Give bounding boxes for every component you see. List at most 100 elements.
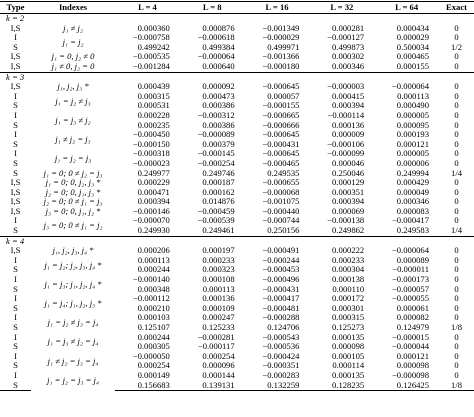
value-cell: 0.000323 xyxy=(202,264,235,275)
column-header: L = 32 xyxy=(309,1,375,14)
value-cell: −0.000453 xyxy=(262,264,300,275)
value-cell: 0.000193 xyxy=(396,129,430,140)
indexes-cell: j₁ = j₂; j₂, j₃, j₄ * xyxy=(44,259,102,270)
value-cell: 0.000229 xyxy=(137,177,170,188)
value-cell: −0.000758 xyxy=(132,32,170,43)
value-cell: 0.249461 xyxy=(202,225,235,236)
exact-cell: 0 xyxy=(454,177,459,188)
value-cell: −0.000057 xyxy=(391,283,430,294)
exact-cell: 0 xyxy=(454,302,459,313)
exact-cell: 1/2 xyxy=(451,41,462,52)
value-cell: 0.000155 xyxy=(396,60,430,71)
value-cell: 0.000138 xyxy=(332,274,365,285)
data-row: I,S j₂ = 0; 0, j₁, j₃ * 0.000471 0.000162 −0… xyxy=(0,186,474,198)
value-cell: 0.125233 xyxy=(202,322,235,332)
value-cell: 0.000197 xyxy=(202,245,235,256)
type-cell: I,S xyxy=(10,177,21,188)
section-row: k = 2 xyxy=(0,13,474,24)
value-cell: −0.001284 xyxy=(132,60,170,71)
exact-cell: 0 xyxy=(454,186,459,197)
exact-cell: 0 xyxy=(454,312,459,323)
value-cell: −0.000655 xyxy=(262,177,300,188)
value-cell: 0.249994 xyxy=(396,167,430,178)
value-cell: −0.000543 xyxy=(262,331,300,342)
data-row: S 0.249930 0.249461 0.250156 0.249862 0.24958… xyxy=(0,225,474,236)
value-cell: 0.128235 xyxy=(309,380,375,392)
section-row: k = 3 xyxy=(0,71,474,83)
exact-cell: 0 xyxy=(454,215,459,226)
indexes-cell: j₁ = j₄; j₁, j₂, j₃ * xyxy=(44,298,102,309)
value-cell: −0.000465 xyxy=(262,157,300,168)
section-row: k = 4 xyxy=(0,235,474,247)
value-cell: 0.000465 xyxy=(396,51,430,62)
value-cell: 0.000439 xyxy=(137,81,170,92)
value-cell: −0.000535 xyxy=(132,51,170,62)
type-cell: S xyxy=(13,119,18,130)
value-cell: −0.000138 xyxy=(327,215,365,226)
indexes-cell: j₁ = j₂ = j₃ xyxy=(54,153,92,164)
value-cell: 0.000247 xyxy=(202,312,235,323)
value-cell: −0.000244 xyxy=(262,254,300,265)
value-cell: 0.000110 xyxy=(332,283,365,294)
value-cell: −0.000064 xyxy=(197,51,235,62)
data-row: I,S j₃ = 0; 0, j₁, j₂ * −0.000146 −0.000459… xyxy=(0,205,474,217)
value-cell: 0.249862 xyxy=(332,225,365,236)
type-cell: I,S xyxy=(10,186,21,197)
value-cell: 0.000046 xyxy=(332,157,365,168)
data-row: I,S j₁ ≠ j₂ 0.000360 0.000876 −0.001349 0.000… xyxy=(0,22,474,34)
type-cell: S xyxy=(0,380,32,392)
column-header: Type xyxy=(0,1,32,14)
value-cell: −0.000665 xyxy=(262,109,300,120)
value-cell: −0.001075 xyxy=(262,196,300,207)
value-cell: 0.499873 xyxy=(332,41,365,52)
value-cell: 0.000434 xyxy=(396,22,430,33)
value-cell: 0.000144 xyxy=(202,369,235,380)
type-cell: I,S xyxy=(10,81,21,92)
value-cell: 0.000346 xyxy=(396,196,430,207)
type-cell: I xyxy=(14,274,17,285)
value-cell: −0.000089 xyxy=(197,129,235,140)
value-cell: −0.000536 xyxy=(262,341,300,352)
type-cell: I xyxy=(14,350,17,361)
indexes-cell: j₁ ≠ j₂ = j₃ xyxy=(55,133,91,144)
indexes-cell: j₁ = j₂ ≠ j₃ xyxy=(55,95,91,106)
value-cell: 0.125107 xyxy=(137,322,170,332)
value-cell: −0.000281 xyxy=(197,331,235,342)
indexes-cell: j₁ = 0; 0 ≠ j₂ = j₃ xyxy=(43,167,103,178)
value-cell: −0.000150 xyxy=(132,138,170,149)
value-cell: 0.000315 xyxy=(137,90,170,101)
value-cell: 0.000394 xyxy=(137,196,170,207)
value-cell: 0.000379 xyxy=(202,138,235,149)
value-cell: −0.000050 xyxy=(132,350,170,361)
value-cell: 0.000006 xyxy=(396,157,430,168)
value-cell: 0.000415 xyxy=(332,90,365,101)
value-cell: 0.499242 xyxy=(137,41,170,52)
exact-cell: 0 xyxy=(454,205,459,216)
value-cell: 0.000301 xyxy=(332,302,365,313)
value-cell: 0.000135 xyxy=(332,331,365,342)
type-cell: S xyxy=(13,225,18,236)
exact-cell: 1/8 xyxy=(451,322,462,332)
value-cell: 0.000304 xyxy=(332,264,365,275)
value-cell: 0.000095 xyxy=(396,119,430,130)
value-cell: 0.000281 xyxy=(332,22,365,33)
value-cell: 0.000473 xyxy=(202,90,235,101)
indexes-cell: j₁ = 0, j₂ ≠ 0 xyxy=(51,51,95,62)
value-cell: 0.000206 xyxy=(137,245,170,256)
value-cell: −0.000003 xyxy=(327,81,365,92)
value-cell: −0.000318 xyxy=(132,148,170,159)
exact-cell: 0 xyxy=(454,341,459,352)
value-cell: −0.000351 xyxy=(262,360,300,371)
value-cell: −0.000011 xyxy=(392,264,430,275)
value-cell: 0.000029 xyxy=(396,32,430,43)
value-cell: −0.000146 xyxy=(132,205,170,216)
value-cell: 0.000092 xyxy=(202,81,235,92)
type-cell: S xyxy=(13,341,18,352)
value-cell: −0.000064 xyxy=(391,81,430,92)
data-row: I,S j₁ = 0, j₂ ≠ 0 −0.000535 −0.000064 −0.00… xyxy=(0,52,474,62)
